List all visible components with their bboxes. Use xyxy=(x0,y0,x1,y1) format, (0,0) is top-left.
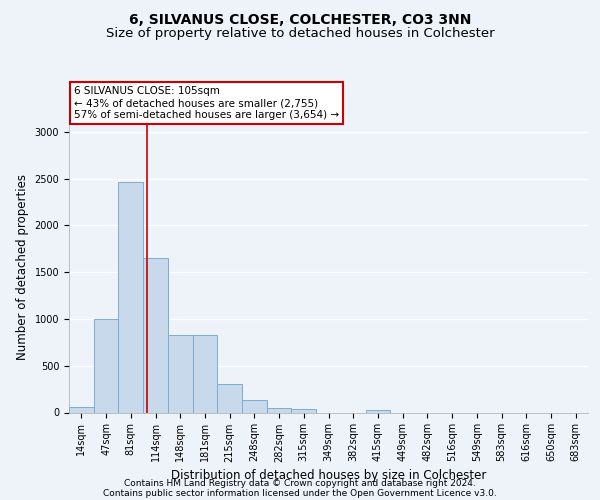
Text: 6, SILVANUS CLOSE, COLCHESTER, CO3 3NN: 6, SILVANUS CLOSE, COLCHESTER, CO3 3NN xyxy=(129,12,471,26)
Bar xyxy=(94,319,118,412)
Text: Contains HM Land Registry data © Crown copyright and database right 2024.: Contains HM Land Registry data © Crown c… xyxy=(124,478,476,488)
Bar xyxy=(292,409,316,412)
Text: Contains public sector information licensed under the Open Government Licence v3: Contains public sector information licen… xyxy=(103,488,497,498)
Bar xyxy=(267,408,292,412)
Bar xyxy=(193,335,217,412)
Bar xyxy=(217,384,242,412)
Text: Size of property relative to detached houses in Colchester: Size of property relative to detached ho… xyxy=(106,28,494,40)
X-axis label: Distribution of detached houses by size in Colchester: Distribution of detached houses by size … xyxy=(171,468,486,481)
Bar xyxy=(118,182,143,412)
Bar xyxy=(242,400,267,412)
Text: 6 SILVANUS CLOSE: 105sqm
← 43% of detached houses are smaller (2,755)
57% of sem: 6 SILVANUS CLOSE: 105sqm ← 43% of detach… xyxy=(74,86,340,120)
Bar xyxy=(365,410,390,412)
Bar xyxy=(69,407,94,412)
Bar xyxy=(168,335,193,412)
Bar xyxy=(143,258,168,412)
Y-axis label: Number of detached properties: Number of detached properties xyxy=(16,174,29,360)
